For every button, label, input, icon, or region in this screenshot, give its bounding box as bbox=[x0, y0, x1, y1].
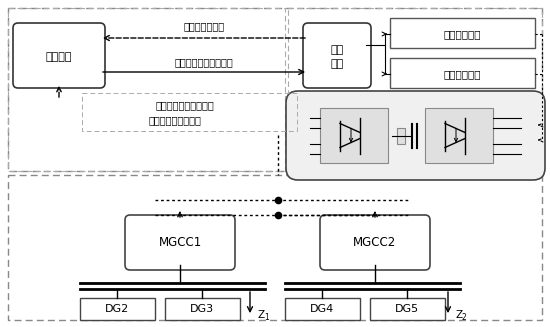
Text: Z: Z bbox=[257, 310, 264, 320]
Text: Z: Z bbox=[455, 310, 462, 320]
Bar bbox=[8, 175, 542, 320]
Text: 送端控制策略: 送端控制策略 bbox=[443, 29, 481, 39]
Bar bbox=[82, 93, 297, 131]
FancyBboxPatch shape bbox=[13, 23, 105, 88]
Bar bbox=[80, 298, 155, 320]
Bar bbox=[397, 128, 405, 144]
Text: 联络线运行状态: 联络线运行状态 bbox=[184, 21, 224, 31]
Text: 子网功率参考值设定: 子网功率参考值设定 bbox=[148, 115, 201, 125]
Bar bbox=[425, 108, 493, 163]
Bar bbox=[390, 58, 535, 88]
Text: 受端控制策略: 受端控制策略 bbox=[443, 69, 481, 79]
FancyBboxPatch shape bbox=[125, 215, 235, 270]
FancyBboxPatch shape bbox=[286, 91, 545, 180]
Text: 1: 1 bbox=[264, 314, 269, 322]
Bar bbox=[390, 18, 535, 48]
Bar bbox=[285, 298, 360, 320]
Text: 联络线功率计划值设定: 联络线功率计划值设定 bbox=[175, 57, 233, 67]
Text: 模式
选择: 模式 选择 bbox=[331, 45, 344, 69]
Text: 2: 2 bbox=[462, 314, 467, 322]
Text: 子网运行状态电压频率: 子网运行状态电压频率 bbox=[156, 100, 214, 110]
Text: MGCC2: MGCC2 bbox=[353, 236, 397, 250]
Bar bbox=[288, 8, 542, 171]
FancyBboxPatch shape bbox=[303, 23, 371, 88]
Bar bbox=[370, 298, 445, 320]
Text: DG5: DG5 bbox=[395, 304, 419, 314]
Bar bbox=[320, 108, 388, 163]
Text: DG2: DG2 bbox=[105, 304, 129, 314]
Bar bbox=[8, 8, 542, 171]
Bar bbox=[165, 298, 240, 320]
Text: MGCC1: MGCC1 bbox=[158, 236, 202, 250]
Text: 功率控制: 功率控制 bbox=[46, 52, 72, 62]
Bar bbox=[8, 8, 285, 171]
FancyBboxPatch shape bbox=[320, 215, 430, 270]
Text: DG3: DG3 bbox=[190, 304, 214, 314]
Text: DG4: DG4 bbox=[310, 304, 334, 314]
